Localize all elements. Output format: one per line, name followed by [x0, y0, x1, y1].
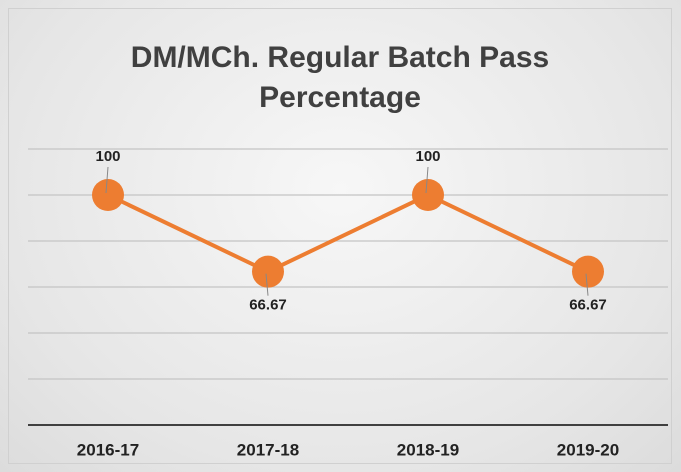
chart-frame [8, 8, 672, 464]
leader-line [425, 166, 429, 194]
leader-line [265, 273, 269, 296]
data-label: 100 [415, 148, 440, 165]
leader-line [585, 273, 589, 296]
marker [412, 179, 444, 211]
leader-line [105, 166, 109, 194]
x-tick-label: 2017-18 [237, 440, 299, 459]
data-label: 100 [95, 148, 120, 165]
marker [572, 255, 604, 288]
x-tick-label: 2016-17 [77, 440, 139, 459]
data-label: 66.67 [569, 297, 607, 314]
marker [252, 255, 284, 288]
x-tick-label: 2018-19 [397, 440, 459, 459]
marker [92, 179, 124, 211]
line [107, 192, 589, 274]
x-tick-label: 2019-20 [557, 440, 619, 459]
chart-title: DM/MCh. Regular Batch Pass Percentage [130, 41, 550, 114]
data-label: 66.67 [249, 297, 287, 314]
